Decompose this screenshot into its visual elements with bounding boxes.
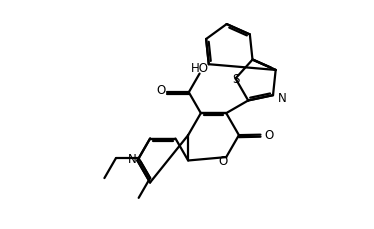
Text: N: N [278,92,287,105]
Text: HO: HO [191,61,209,74]
Text: S: S [232,73,239,86]
Text: O: O [156,84,166,97]
Text: N: N [128,152,137,165]
Text: O: O [218,154,228,167]
Text: O: O [265,128,274,141]
